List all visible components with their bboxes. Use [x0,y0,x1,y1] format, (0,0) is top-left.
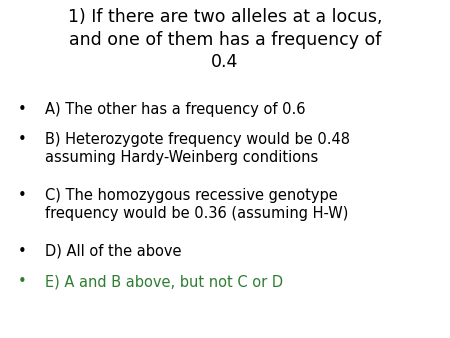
Text: •: • [18,274,27,289]
Text: E) A and B above, but not C or D: E) A and B above, but not C or D [45,274,283,289]
Text: •: • [18,132,27,147]
Text: B) Heterozygote frequency would be 0.48
assuming Hardy-Weinberg conditions: B) Heterozygote frequency would be 0.48 … [45,132,350,165]
Text: •: • [18,244,27,259]
Text: C) The homozygous recessive genotype
frequency would be 0.36 (assuming H-W): C) The homozygous recessive genotype fre… [45,188,348,221]
Text: 1) If there are two alleles at a locus,
and one of them has a frequency of
0.4: 1) If there are two alleles at a locus, … [68,8,382,71]
Text: •: • [18,102,27,117]
Text: A) The other has a frequency of 0.6: A) The other has a frequency of 0.6 [45,102,306,117]
Text: D) All of the above: D) All of the above [45,244,181,259]
Text: •: • [18,188,27,203]
